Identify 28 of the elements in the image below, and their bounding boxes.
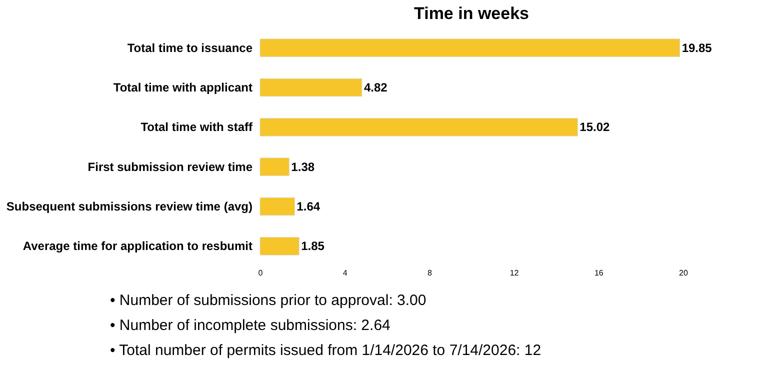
bar: [260, 38, 680, 57]
x-tick-label: 0: [258, 268, 264, 278]
x-tick-label: 4: [342, 268, 348, 278]
x-tick-label: 8: [427, 268, 432, 278]
x-tick-label: 20: [679, 268, 688, 278]
bar: [260, 78, 362, 97]
text: • Total number of permits issued from 1/14/2026 to 7/14/2026: 12: [110, 342, 542, 359]
data-label: 15.02: [580, 120, 610, 134]
text: • Number of submissions prior to approval: 3.00: [110, 292, 426, 309]
text: • Number of incomplete submissions: 2.64: [110, 317, 390, 334]
data-label: 1.85: [301, 239, 325, 254]
y-tick-label: Average time for application to resbumit: [22, 239, 252, 254]
data-label: 19.85: [682, 40, 712, 55]
bar: [260, 197, 295, 216]
bar: [260, 158, 290, 176]
bar: [260, 118, 578, 136]
y-tick-label: Total time to issuance: [127, 40, 253, 55]
bar: [260, 237, 300, 256]
chart-title: Time in weeks: [414, 4, 529, 23]
data-label: 1.64: [296, 200, 320, 214]
y-tick-label: Total time with applicant: [113, 80, 252, 94]
y-tick-label: First submission review time: [88, 160, 253, 174]
y-tick-label: Total time with staff: [140, 120, 254, 134]
data-label: 1.38: [291, 160, 315, 174]
x-tick-label: 12: [510, 268, 520, 278]
y-tick-label: Subsequent submissions review time (avg): [6, 200, 252, 214]
x-tick-label: 16: [594, 268, 604, 278]
data-label: 4.82: [364, 80, 388, 94]
